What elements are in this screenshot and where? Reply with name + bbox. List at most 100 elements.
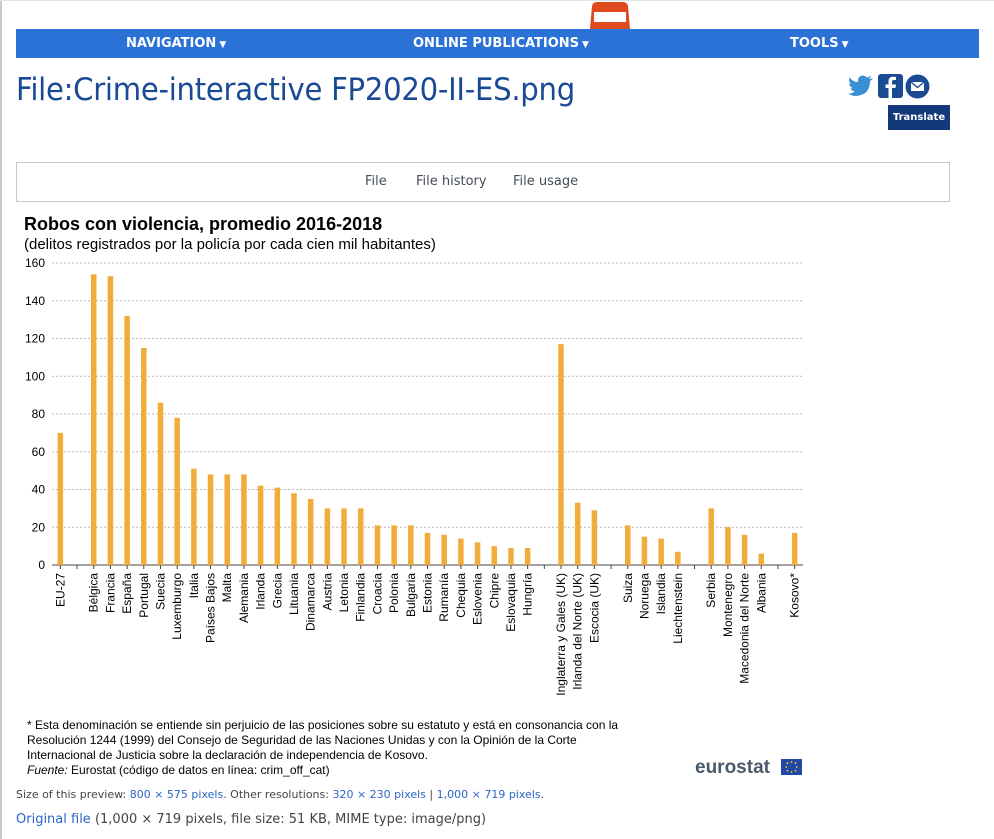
bar bbox=[725, 527, 731, 565]
x-tick-label: Italia bbox=[187, 573, 201, 599]
eurostat-logo: eurostat bbox=[695, 757, 770, 778]
x-tick-label: Suiza bbox=[621, 573, 635, 603]
bar bbox=[741, 534, 748, 565]
resolution-320-link[interactable]: 320 × 230 pixels bbox=[332, 788, 426, 801]
x-tick-label: EU-27 bbox=[53, 573, 67, 607]
x-tick-label: Alemania bbox=[237, 573, 251, 623]
bar bbox=[207, 474, 214, 565]
bar bbox=[791, 532, 798, 565]
site-logo-icon[interactable] bbox=[588, 0, 632, 29]
x-tick-label: Dinamarca bbox=[304, 573, 318, 631]
x-tick-label: Estonia bbox=[421, 573, 435, 613]
x-tick-label: Lituania bbox=[287, 573, 301, 615]
x-tick-label: Grecia bbox=[270, 573, 284, 609]
x-tick-label: Montenegro bbox=[721, 573, 735, 637]
y-tick-label: 40 bbox=[32, 483, 46, 497]
y-tick-label: 80 bbox=[32, 407, 46, 421]
x-tick-label: Letonia bbox=[337, 573, 351, 613]
bar bbox=[558, 344, 564, 565]
bar bbox=[658, 538, 664, 565]
page-title: File:Crime-interactive FP2020-II-ES.png bbox=[16, 72, 575, 108]
x-tick-label: Islandia bbox=[654, 573, 668, 615]
bar bbox=[458, 538, 464, 565]
chart-title: Robos con violencia, promedio 2016-2018 bbox=[24, 214, 383, 234]
page-left-border bbox=[0, 0, 2, 839]
bar bbox=[491, 546, 498, 565]
bar bbox=[224, 474, 230, 565]
x-tick-label: Francia bbox=[103, 573, 117, 613]
bar bbox=[758, 553, 765, 565]
bar bbox=[474, 542, 481, 565]
x-tick-label: Kosovo* bbox=[788, 573, 802, 618]
email-icon[interactable] bbox=[905, 74, 930, 99]
x-tick-label: Irlanda del Norte (UK) bbox=[571, 573, 585, 690]
bar bbox=[90, 274, 97, 565]
tab-file-usage[interactable]: File usage bbox=[513, 174, 579, 189]
x-tick-label: Chequia bbox=[454, 573, 468, 618]
preview-mid: . Other resolutions: bbox=[223, 788, 333, 801]
facebook-icon[interactable] bbox=[878, 74, 903, 98]
bar bbox=[675, 551, 681, 565]
tab-file-history[interactable]: File history bbox=[416, 174, 487, 189]
source-text: Eurostat (código de datos en línea: crim… bbox=[67, 763, 330, 777]
nav-online-publications[interactable]: ONLINE PUBLICATIONS ▼ bbox=[413, 29, 589, 58]
x-tick-label: Suecia bbox=[153, 573, 167, 610]
x-tick-label: Hungría bbox=[521, 573, 535, 616]
original-file-link[interactable]: Original file bbox=[16, 812, 91, 827]
x-tick-label: Bélgica bbox=[87, 573, 101, 613]
preview-prefix: Size of this preview: bbox=[16, 788, 130, 801]
bar bbox=[124, 315, 130, 565]
bar bbox=[591, 510, 598, 565]
x-tick-label: Escocia (UK) bbox=[587, 573, 601, 643]
bar bbox=[641, 536, 648, 565]
chart-subtitle: (delitos registrados por la policía por … bbox=[24, 236, 436, 253]
original-file-info: Original file (1,000 × 719 pixels, file … bbox=[16, 812, 486, 827]
bar bbox=[524, 548, 531, 565]
bar bbox=[291, 493, 297, 565]
preview-size-link[interactable]: 800 × 575 pixels bbox=[129, 788, 224, 801]
bar bbox=[424, 532, 431, 565]
x-tick-label: Malta bbox=[220, 573, 234, 603]
nav-tools[interactable]: TOOLS ▼ bbox=[790, 29, 849, 58]
x-tick-label: Inglaterra y Gales (UK) bbox=[554, 573, 568, 696]
bar bbox=[408, 525, 414, 565]
preview-separator: | bbox=[425, 788, 437, 801]
x-tick-label: Albania bbox=[754, 573, 768, 613]
x-tick-label: Liechtenstein bbox=[671, 573, 685, 644]
nav-online-publications-label: ONLINE PUBLICATIONS bbox=[413, 36, 580, 51]
eu-flag-icon bbox=[781, 759, 802, 775]
bar bbox=[508, 548, 514, 565]
twitter-icon[interactable] bbox=[848, 74, 874, 98]
resolution-1000-link[interactable]: 1,000 × 719 pixels bbox=[436, 788, 541, 801]
x-tick-label: Eslovaquia bbox=[504, 573, 518, 632]
bar bbox=[57, 432, 64, 565]
bar bbox=[241, 474, 247, 565]
nav-tools-label: TOOLS bbox=[790, 36, 839, 51]
y-tick-label: 160 bbox=[25, 256, 45, 270]
original-file-details: (1,000 × 719 pixels, file size: 51 KB, M… bbox=[90, 812, 487, 827]
preview-end: . bbox=[540, 788, 545, 801]
tab-file[interactable]: File bbox=[365, 174, 387, 189]
x-tick-label: Portugal bbox=[137, 573, 151, 618]
x-tick-label: Rumanía bbox=[437, 573, 451, 622]
source-label: Fuente: bbox=[27, 763, 68, 777]
x-tick-label: Eslovenia bbox=[471, 573, 485, 625]
y-tick-label: 20 bbox=[32, 520, 46, 534]
x-tick-label: Luxemburgo bbox=[170, 573, 184, 640]
y-tick-label: 0 bbox=[38, 558, 45, 572]
y-tick-label: 100 bbox=[25, 369, 45, 383]
caret-down-icon: ▼ bbox=[219, 40, 227, 50]
y-tick-label: 120 bbox=[25, 332, 45, 346]
source-note: Fuente: Eurostat (código de datos en lín… bbox=[27, 763, 330, 777]
bar bbox=[191, 468, 197, 565]
caret-down-icon: ▼ bbox=[841, 40, 849, 50]
translate-button[interactable]: Translate bbox=[888, 105, 950, 130]
footnote-line-2: Resolución 1244 (1999) del Consejo de Se… bbox=[27, 733, 577, 747]
bar bbox=[274, 487, 281, 565]
bar bbox=[174, 417, 180, 565]
nav-navigation[interactable]: NAVIGATION ▼ bbox=[126, 29, 226, 58]
file-tabs: File File history File usage bbox=[16, 162, 950, 202]
page-top-border bbox=[0, 0, 994, 1]
bar bbox=[441, 534, 447, 565]
